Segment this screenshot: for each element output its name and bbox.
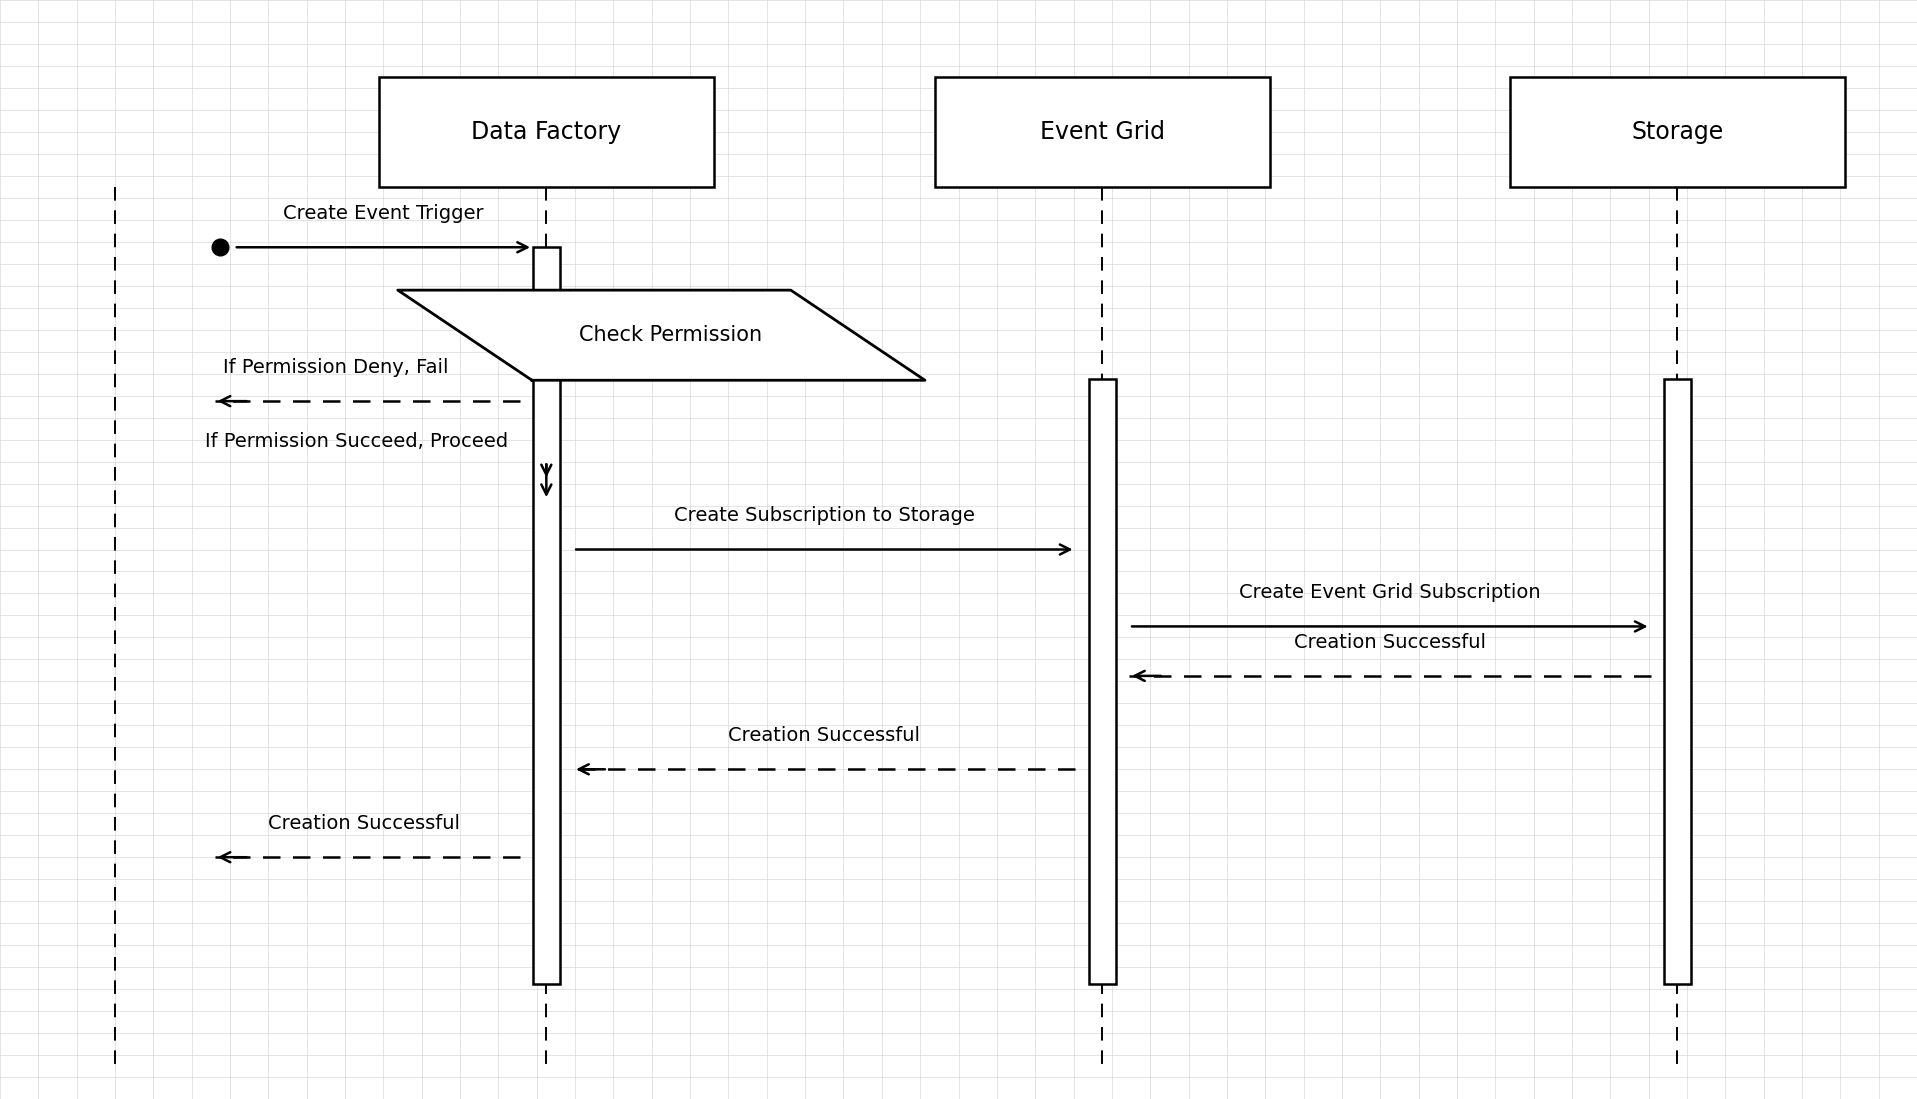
Polygon shape: [399, 290, 924, 380]
Text: Creation Successful: Creation Successful: [268, 814, 460, 833]
Text: Create Subscription to Storage: Create Subscription to Storage: [675, 507, 974, 525]
Text: Creation Successful: Creation Successful: [1294, 633, 1486, 652]
Text: Create Event Trigger: Create Event Trigger: [284, 204, 483, 223]
Bar: [1511, 77, 1844, 187]
Text: Check Permission: Check Permission: [579, 325, 763, 345]
Text: Event Grid: Event Grid: [1039, 120, 1166, 144]
Bar: [1089, 379, 1116, 984]
Bar: [380, 77, 713, 187]
Text: Creation Successful: Creation Successful: [728, 726, 920, 745]
Text: Data Factory: Data Factory: [472, 120, 621, 144]
Text: Storage: Storage: [1631, 120, 1723, 144]
Bar: [1664, 379, 1691, 984]
Bar: [533, 247, 560, 984]
Text: If Permission Deny, Fail: If Permission Deny, Fail: [222, 358, 449, 377]
Bar: [935, 77, 1269, 187]
Text: If Permission Succeed, Proceed: If Permission Succeed, Proceed: [205, 432, 508, 451]
Text: Create Event Grid Subscription: Create Event Grid Subscription: [1238, 584, 1541, 602]
